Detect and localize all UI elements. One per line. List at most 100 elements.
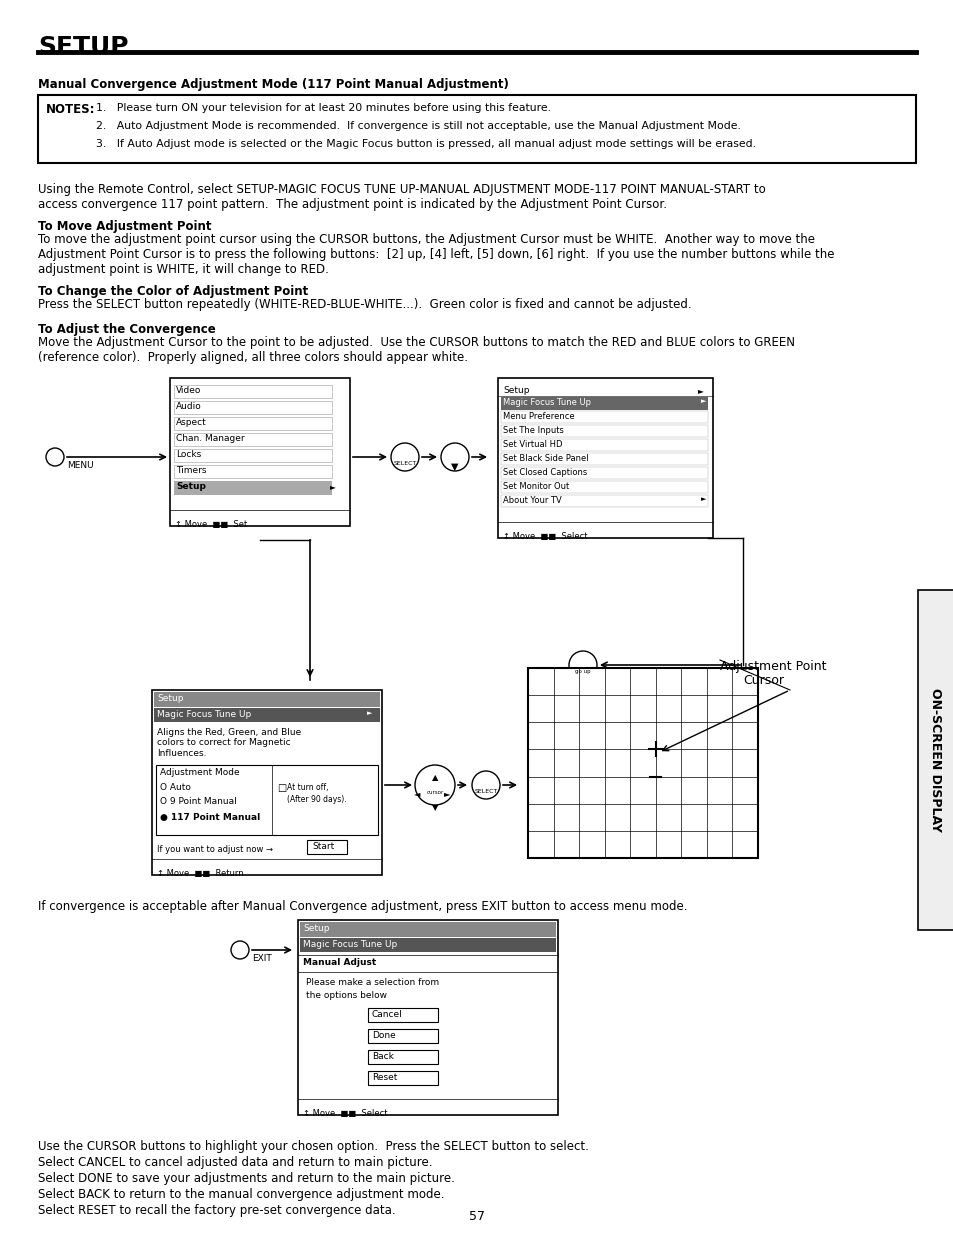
Text: If you want to adjust now →: If you want to adjust now → [157, 845, 273, 853]
Text: O 9 Point Manual: O 9 Point Manual [160, 797, 236, 806]
Text: Chan. Manager: Chan. Manager [175, 433, 244, 443]
Text: Done: Done [372, 1031, 395, 1040]
Bar [500, 438, 707, 451]
Text: Timers: Timers [175, 466, 206, 475]
Text: Setup: Setup [157, 694, 183, 703]
Bar [38, 95, 915, 163]
Bar [500, 453, 707, 466]
Text: Adjustment Point: Adjustment Point [720, 659, 825, 673]
Text: SETUP: SETUP [38, 35, 129, 59]
Text: Reset: Reset [372, 1073, 397, 1082]
Bar [299, 923, 556, 937]
Text: ON-SCREEN DISPLAY: ON-SCREEN DISPLAY [928, 688, 942, 832]
Text: Magic Focus Tune Up: Magic Focus Tune Up [303, 940, 396, 948]
Bar [173, 450, 332, 462]
Bar [917, 590, 953, 930]
Text: Set Closed Captions: Set Closed Captions [502, 468, 587, 477]
Text: To Adjust the Convergence: To Adjust the Convergence [38, 324, 215, 336]
Text: Setup: Setup [502, 387, 529, 395]
Bar [500, 411, 707, 424]
Text: ↕ Move  ■■  Set: ↕ Move ■■ Set [174, 520, 247, 529]
Text: Cancel: Cancel [372, 1010, 402, 1019]
Text: ▼: ▼ [451, 462, 458, 472]
Text: ▼: ▼ [432, 803, 437, 811]
Text: Press the SELECT button repeatedly (WHITE-RED-BLUE-WHITE...).  Green color is fi: Press the SELECT button repeatedly (WHIT… [38, 298, 691, 311]
Text: To Change the Color of Adjustment Point: To Change the Color of Adjustment Point [38, 285, 308, 298]
Bar [173, 433, 332, 446]
Text: SELECT: SELECT [393, 461, 416, 466]
Text: cursor: cursor [426, 790, 443, 795]
Bar [497, 378, 712, 538]
Text: Locks: Locks [175, 450, 201, 459]
Text: 2.   Auto Adjustment Mode is recommended.  If convergence is still not acceptabl: 2. Auto Adjustment Mode is recommended. … [96, 121, 740, 131]
Text: Magic Focus Tune Up: Magic Focus Tune Up [157, 710, 251, 719]
Text: the options below: the options below [306, 990, 387, 1000]
Bar [153, 708, 379, 722]
Text: ►: ► [443, 789, 450, 798]
Text: O Auto: O Auto [160, 783, 191, 792]
Text: ↕ Move  ■■  Select: ↕ Move ■■ Select [303, 1109, 387, 1118]
Text: Start: Start [312, 842, 334, 851]
Bar [173, 401, 332, 414]
Bar [152, 690, 381, 876]
Text: Set Black Side Panel: Set Black Side Panel [502, 454, 588, 463]
Text: Set Monitor Out: Set Monitor Out [502, 482, 569, 492]
Text: Select DONE to save your adjustments and return to the main picture.: Select DONE to save your adjustments and… [38, 1172, 455, 1186]
Bar [500, 480, 707, 493]
Bar [173, 480, 332, 495]
Text: Setup: Setup [303, 924, 329, 932]
Text: □: □ [276, 783, 286, 793]
Text: Use the CURSOR buttons to highlight your chosen option.  Press the SELECT button: Use the CURSOR buttons to highlight your… [38, 1140, 588, 1153]
Text: ►: ► [330, 482, 335, 492]
Bar [156, 764, 377, 835]
Bar [500, 425, 707, 437]
Text: go up: go up [575, 669, 590, 674]
Text: ►: ► [367, 710, 372, 716]
Bar [299, 939, 556, 952]
Text: Manual Convergence Adjustment Mode (117 Point Manual Adjustment): Manual Convergence Adjustment Mode (117 … [38, 78, 508, 91]
Text: Select BACK to return to the manual convergence adjustment mode.: Select BACK to return to the manual conv… [38, 1188, 444, 1200]
Text: 57: 57 [469, 1210, 484, 1223]
Text: ◄: ◄ [414, 789, 420, 798]
Text: Cursor: Cursor [742, 674, 783, 687]
Text: 1.   Please turn ON your television for at least 20 minutes before using this fe: 1. Please turn ON your television for at… [96, 103, 551, 112]
Bar [173, 466, 332, 478]
Text: To move the adjustment point cursor using the CURSOR buttons, the Adjustment Cur: To move the adjustment point cursor usin… [38, 233, 834, 275]
Bar [368, 1071, 437, 1086]
Text: Using the Remote Control, select SETUP-MAGIC FOCUS TUNE UP-MANUAL ADJUSTMENT MOD: Using the Remote Control, select SETUP-M… [38, 183, 765, 211]
Bar [500, 467, 707, 479]
Text: ►: ► [700, 398, 705, 404]
Text: ►: ► [700, 496, 705, 501]
Text: ● 117 Point Manual: ● 117 Point Manual [160, 813, 260, 823]
Text: EXIT: EXIT [252, 953, 272, 963]
Text: Manual Adjust: Manual Adjust [303, 958, 375, 967]
Text: 3.   If Auto Adjust mode is selected or the Magic Focus button is pressed, all m: 3. If Auto Adjust mode is selected or th… [96, 140, 755, 149]
Text: Set The Inputs: Set The Inputs [502, 426, 563, 435]
Text: ►: ► [698, 387, 703, 395]
Bar [368, 1008, 437, 1023]
Text: Set Virtual HD: Set Virtual HD [502, 440, 562, 450]
Bar [500, 495, 707, 508]
Text: Setup: Setup [175, 482, 206, 492]
Text: Video: Video [175, 387, 201, 395]
Text: SELECT: SELECT [474, 789, 497, 794]
Text: ▲: ▲ [432, 773, 437, 782]
Text: About Your TV: About Your TV [502, 496, 561, 505]
Bar [297, 920, 558, 1115]
Text: (After 90 days).: (After 90 days). [287, 795, 346, 804]
Text: Audio: Audio [175, 403, 201, 411]
Text: Select CANCEL to cancel adjusted data and return to main picture.: Select CANCEL to cancel adjusted data an… [38, 1156, 432, 1170]
Text: Menu Preference: Menu Preference [502, 412, 574, 421]
Text: Aligns the Red, Green, and Blue
colors to correct for Magnetic
Influences.: Aligns the Red, Green, and Blue colors t… [157, 727, 301, 758]
Text: Adjustment Mode: Adjustment Mode [160, 768, 239, 777]
Text: Move the Adjustment Cursor to the point to be adjusted.  Use the CURSOR buttons : Move the Adjustment Cursor to the point … [38, 336, 794, 364]
Bar [173, 417, 332, 430]
Text: Aspect: Aspect [175, 417, 207, 427]
Bar [173, 385, 332, 398]
Bar [153, 692, 379, 706]
Text: MENU: MENU [67, 461, 93, 471]
Bar [307, 840, 347, 853]
Text: Select RESET to recall the factory pre-set convergence data.: Select RESET to recall the factory pre-s… [38, 1204, 395, 1216]
Text: Please make a selection from: Please make a selection from [306, 978, 438, 987]
Bar [527, 668, 758, 858]
